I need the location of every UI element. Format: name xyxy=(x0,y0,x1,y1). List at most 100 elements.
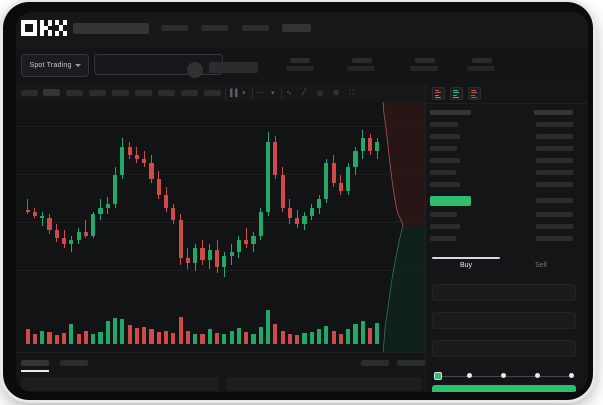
bottom-field-left[interactable] xyxy=(21,377,219,391)
volume-bar xyxy=(149,329,154,344)
orderbook-row-ask[interactable] xyxy=(430,134,460,139)
nav-item-1[interactable] xyxy=(161,25,188,31)
orderbook-mode-bids[interactable] xyxy=(450,87,463,100)
spot-trading-label: Spot Trading xyxy=(29,62,72,69)
amount-slider[interactable] xyxy=(434,372,576,380)
order-form-tabs: Buy Sell xyxy=(426,254,588,278)
timeframe-15m[interactable] xyxy=(66,90,83,96)
order-total-field[interactable] xyxy=(432,340,576,357)
orderbook-row-ask-amount xyxy=(536,134,573,139)
orderbook-mode-asks[interactable] xyxy=(468,87,481,100)
stat-24h-low-value xyxy=(347,66,375,71)
app-screen: Spot Trading xyxy=(16,12,588,392)
orderbook-row-ask[interactable] xyxy=(430,170,456,175)
volume-bar xyxy=(54,335,59,344)
slider-step-50[interactable] xyxy=(501,373,506,378)
candle-body xyxy=(251,236,256,245)
trading-pair-selector[interactable] xyxy=(94,54,223,75)
candle-body xyxy=(375,142,380,151)
candle-body xyxy=(280,175,285,208)
timeframe-1w[interactable] xyxy=(181,90,198,96)
orderbook-col-amount xyxy=(534,110,573,115)
volume-bar xyxy=(265,310,271,344)
timeframe-4h[interactable] xyxy=(135,90,152,96)
timeframe-1h[interactable] xyxy=(112,90,129,96)
order-price-field[interactable] xyxy=(432,284,576,301)
candle-body xyxy=(346,166,351,192)
orderbook-mark-amount xyxy=(536,198,573,203)
tab-sell[interactable]: Sell xyxy=(535,262,547,269)
candle-body xyxy=(207,250,212,261)
volume-bar xyxy=(163,330,169,344)
price-chart[interactable] xyxy=(16,102,425,352)
bottom-tab-open-orders[interactable] xyxy=(21,360,49,366)
volume-bar xyxy=(273,323,278,344)
slider-step-25[interactable] xyxy=(467,373,472,378)
indicators-icon[interactable]: ⋯ xyxy=(257,90,264,97)
timeframe-1d[interactable] xyxy=(158,90,175,96)
orderbook-row-ask-amount xyxy=(536,170,573,175)
nav-item-3[interactable] xyxy=(242,25,269,31)
orderbook-row-ask[interactable] xyxy=(430,122,458,127)
volume-bar xyxy=(302,332,307,344)
orderbook-row-bid[interactable] xyxy=(430,224,460,229)
bottom-action-1[interactable] xyxy=(361,360,389,366)
draw-tool-icon[interactable]: ╱ xyxy=(302,89,307,96)
alert-icon[interactable]: ◎ xyxy=(317,90,324,97)
slider-handle[interactable] xyxy=(434,372,442,380)
timeframe-1mo[interactable] xyxy=(204,90,221,96)
chart-type-icon[interactable]: ▌▌ xyxy=(230,90,240,97)
fullscreen-icon[interactable]: ⛶ xyxy=(349,90,354,97)
orderbook-row-bid[interactable] xyxy=(430,236,456,241)
volume-bar xyxy=(127,324,132,344)
chart-type-chevron-icon[interactable]: ▾ xyxy=(242,90,246,97)
tab-buy[interactable]: Buy xyxy=(459,262,473,269)
candle-body xyxy=(83,232,89,237)
bottom-field-right[interactable] xyxy=(226,377,422,391)
nav-item-4[interactable] xyxy=(282,24,311,32)
volume-bar xyxy=(338,334,344,344)
toolbar-divider-2 xyxy=(252,87,253,99)
stat-24h-volume-value xyxy=(410,66,438,71)
depth-chart-overlay xyxy=(382,102,425,352)
candle-body xyxy=(178,219,183,259)
slider-step-75[interactable] xyxy=(535,373,540,378)
orderbook-row-ask[interactable] xyxy=(430,182,460,187)
indicators-chevron-icon[interactable]: ▾ xyxy=(271,90,275,97)
timeframe-1m[interactable] xyxy=(21,90,38,96)
orderbook-row-bid[interactable] xyxy=(430,212,457,217)
orderbook-row-ask-amount xyxy=(536,182,573,187)
topbar-search-field[interactable] xyxy=(73,23,149,34)
chart-gridline xyxy=(16,222,425,223)
candle-body xyxy=(309,207,314,216)
settings-icon[interactable]: ⚙ xyxy=(333,90,340,97)
volume-bar xyxy=(200,334,205,344)
volume-bar xyxy=(360,321,365,344)
volume-bar xyxy=(207,329,212,344)
line-tool-icon[interactable]: ∿ xyxy=(286,90,292,97)
candle-body xyxy=(273,142,278,175)
orderbook-row-ask-amount xyxy=(536,158,573,163)
okx-logo[interactable] xyxy=(21,20,67,36)
orderbook-row-bid-amount xyxy=(536,224,573,229)
timeframe-5m[interactable] xyxy=(43,89,60,96)
orderbook-row-bid-amount xyxy=(536,212,573,217)
volume-bar xyxy=(185,330,191,344)
volume-bar xyxy=(98,331,103,344)
orderbook-row-ask[interactable] xyxy=(430,158,460,163)
orderbook-divider xyxy=(426,103,588,104)
slider-step-100[interactable] xyxy=(569,373,574,378)
spot-trading-selector[interactable]: Spot Trading xyxy=(21,54,89,77)
bottom-tab-order-history[interactable] xyxy=(60,360,88,366)
volume-bar xyxy=(91,334,96,344)
bottom-action-2[interactable] xyxy=(397,360,425,366)
nav-item-2[interactable] xyxy=(201,25,228,31)
top-navigation-bar xyxy=(16,12,588,48)
submit-buy-button[interactable] xyxy=(432,385,576,392)
candle-body xyxy=(54,229,59,239)
timeframe-30m[interactable] xyxy=(89,90,106,96)
orderbook-row-ask[interactable] xyxy=(430,146,457,151)
orderbook-mode-both[interactable] xyxy=(432,87,445,100)
order-amount-field[interactable] xyxy=(432,312,576,329)
candle-wick xyxy=(245,227,247,249)
